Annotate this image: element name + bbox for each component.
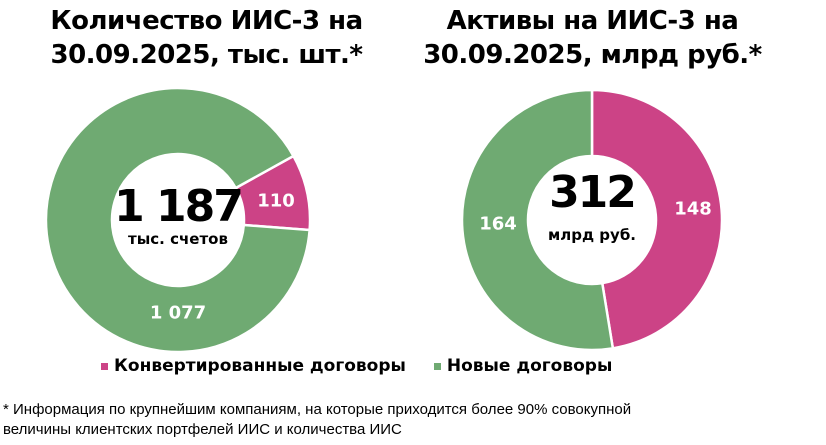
converted-swatch-icon bbox=[101, 362, 108, 370]
footnote: * Информация по крупнейшим компаниям, на… bbox=[3, 400, 825, 440]
footnote-line2: величины клиентских портфелей ИИС и коли… bbox=[3, 421, 402, 438]
right-total-unit: млрд руб. bbox=[547, 226, 636, 244]
footnote-line1: * Информация по крупнейшим компаниям, на… bbox=[3, 401, 632, 418]
right-new-label: 164 bbox=[479, 213, 517, 235]
left-donut bbox=[44, 86, 312, 354]
right-converted-label: 148 bbox=[674, 198, 712, 220]
legend-new-label: Новые договоры bbox=[446, 356, 613, 376]
left-chart-title: Количество ИИС-3 на 30.09.2025, тыс. шт.… bbox=[0, 4, 413, 72]
left-title-line1: Количество ИИС-3 на bbox=[50, 6, 363, 36]
legend-item-new: Новые договоры bbox=[433, 356, 613, 376]
left-new-label: 1 077 bbox=[149, 302, 207, 324]
right-title-line1: Активы на ИИС-3 на bbox=[446, 6, 739, 36]
right-title-line2: 30.09.2025, млрд руб.* bbox=[423, 40, 762, 70]
right-donut bbox=[460, 88, 724, 352]
left-total-unit: тыс. счетов bbox=[128, 230, 228, 248]
left-center: 1 187 тыс. счетов bbox=[108, 181, 248, 249]
legend: Конвертированные договоры Новые договоры bbox=[101, 356, 612, 376]
left-total: 1 187 bbox=[114, 181, 244, 232]
legend-item-converted: Конвертированные договоры bbox=[101, 356, 406, 376]
left-converted-label: 110 bbox=[257, 190, 295, 212]
converted-segment bbox=[590, 88, 724, 350]
new-segment bbox=[460, 88, 615, 352]
right-center: 312 млрд руб. bbox=[522, 167, 662, 245]
right-total: 312 bbox=[549, 167, 637, 218]
legend-converted-label: Конвертированные договоры bbox=[114, 356, 406, 376]
left-title-line2: 30.09.2025, тыс. шт.* bbox=[50, 40, 364, 70]
right-chart-title: Активы на ИИС-3 на 30.09.2025, млрд руб.… bbox=[386, 4, 799, 72]
new-segment bbox=[44, 86, 311, 354]
new-swatch-icon bbox=[433, 362, 441, 370]
